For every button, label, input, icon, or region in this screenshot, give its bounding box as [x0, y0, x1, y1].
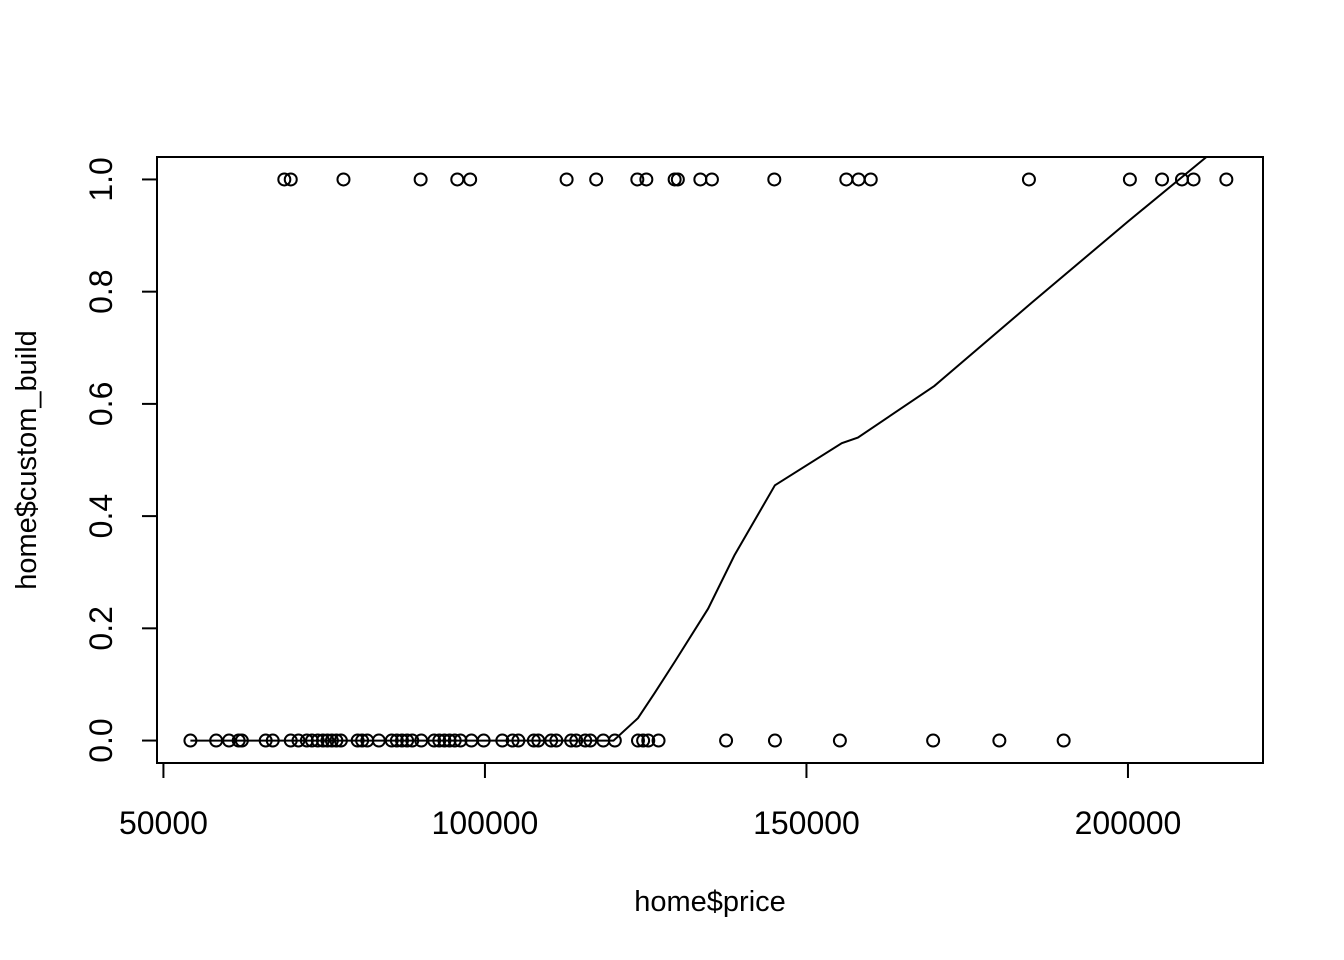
data-point [544, 733, 559, 748]
data-point [559, 172, 574, 187]
data-point [670, 172, 685, 187]
data-point [719, 733, 734, 748]
data-point [265, 733, 280, 748]
y-tick-label: 1.0 [83, 157, 119, 201]
x-tick-label: 100000 [432, 805, 539, 841]
data-point [427, 733, 442, 748]
data-point [1056, 733, 1071, 748]
data-point [630, 733, 645, 748]
data-point [355, 733, 370, 748]
data-point [463, 172, 478, 187]
data-point [704, 172, 719, 187]
data-point [291, 733, 306, 748]
data-point [651, 733, 666, 748]
data-point [1122, 172, 1137, 187]
data-point [183, 733, 198, 748]
fit-line [190, 156, 1208, 742]
data-point [447, 733, 462, 748]
data-point [505, 733, 520, 748]
data-point [405, 733, 420, 748]
data-point [863, 172, 878, 187]
data-point [283, 733, 298, 748]
data-point [437, 733, 452, 748]
x-axis: 50000 100000 150000 200000 [119, 762, 1182, 841]
data-point [1021, 172, 1036, 187]
data-point [394, 733, 409, 748]
x-tick-label: 50000 [119, 805, 208, 841]
y-tick-label: 0.8 [83, 269, 119, 313]
data-point [350, 733, 365, 748]
data-point [641, 733, 656, 748]
data-point [333, 733, 348, 748]
data-point [1186, 172, 1201, 187]
data-point [258, 733, 273, 748]
data-point [607, 733, 622, 748]
data-point [630, 172, 645, 187]
y-tick-label: 0.0 [83, 718, 119, 762]
data-point [511, 733, 526, 748]
y-tick-label: 0.6 [83, 382, 119, 426]
data-point [476, 733, 491, 748]
x-tick-label: 200000 [1075, 805, 1182, 841]
data-point [526, 733, 541, 748]
data-point [569, 733, 584, 748]
data-point [549, 733, 564, 748]
data-point [564, 733, 579, 748]
data-point [578, 733, 593, 748]
data-point [453, 733, 468, 748]
data-point [992, 733, 1007, 748]
data-point [767, 172, 782, 187]
data-point [310, 733, 325, 748]
x-tick-label: 150000 [753, 805, 860, 841]
data-point [639, 172, 654, 187]
data-point [336, 172, 351, 187]
data-point [495, 733, 510, 748]
data-point [324, 733, 339, 748]
data-point [384, 733, 399, 748]
data-point [432, 733, 447, 748]
data-point [234, 733, 249, 748]
plot-frame [156, 156, 1264, 764]
data-point [320, 733, 335, 748]
data-point [832, 733, 847, 748]
data-point [636, 733, 651, 748]
data-point [400, 733, 415, 748]
data-point [329, 733, 344, 748]
data-point [315, 733, 330, 748]
data-point [1219, 172, 1234, 187]
y-axis-title: home$custom_build [11, 330, 43, 590]
x-axis-title: home$price [634, 886, 786, 918]
data-point [277, 172, 292, 187]
data-point [1155, 172, 1170, 187]
data-point [389, 733, 404, 748]
data-points [183, 172, 1234, 748]
data-point [589, 172, 604, 187]
data-point [767, 733, 782, 748]
data-point [442, 733, 457, 748]
data-point [413, 172, 428, 187]
data-point [299, 733, 314, 748]
data-point [304, 733, 319, 748]
y-tick-label: 0.2 [83, 606, 119, 650]
y-tick-label: 0.4 [83, 494, 119, 538]
data-point [283, 172, 298, 187]
data-point [926, 733, 941, 748]
